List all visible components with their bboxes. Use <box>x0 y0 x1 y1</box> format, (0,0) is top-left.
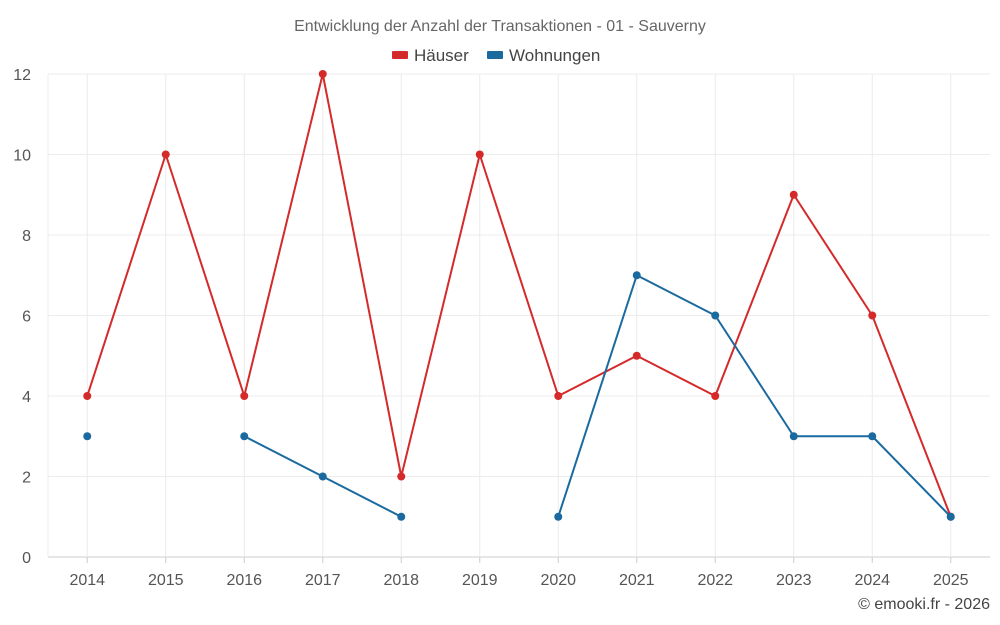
data-point-h-user <box>318 70 327 78</box>
x-tick-label: 2015 <box>148 572 184 589</box>
data-point-wohnungen <box>868 432 877 441</box>
data-point-h-user <box>632 351 641 360</box>
data-point-h-user <box>475 150 484 159</box>
x-tick-label: 2022 <box>697 572 733 589</box>
legend-swatch-wohnungen <box>487 51 503 59</box>
data-point-h-user <box>240 392 249 400</box>
x-tick-label: 2016 <box>226 572 262 589</box>
x-tick-label: 2024 <box>854 572 890 589</box>
x-tick-label: 2018 <box>383 572 419 589</box>
data-point-h-user <box>161 150 170 159</box>
data-point-wohnungen <box>711 311 720 320</box>
series-line-h-user <box>86 73 952 518</box>
data-point-h-user <box>554 392 563 400</box>
data-point-wohnungen <box>397 512 406 521</box>
y-tick-label: 6 <box>22 309 31 326</box>
grid <box>47 73 990 558</box>
y-tick-label: 4 <box>22 389 31 406</box>
data-point-h-user <box>83 392 92 400</box>
credit-text: © emooki.fr - 2026 <box>858 596 990 613</box>
legend-swatch-h-user <box>392 51 408 59</box>
legend: Häuser Wohnungen <box>392 46 600 65</box>
x-tick-label: 2025 <box>933 572 969 589</box>
x-tick-label: 2014 <box>69 572 105 589</box>
data-point-wohnungen <box>83 432 92 441</box>
legend-label-wohnungen: Wohnungen <box>509 46 600 65</box>
legend-label-h-user: Häuser <box>414 46 469 65</box>
data-point-wohnungen <box>632 271 641 280</box>
x-tick-label: 2017 <box>305 572 341 589</box>
data-point-h-user <box>711 392 720 400</box>
y-axis: 0 2 4 6 8 10 12 <box>13 67 31 567</box>
data-point-wohnungen <box>240 432 249 441</box>
x-tick-label: 2021 <box>619 572 655 589</box>
y-tick-label: 0 <box>22 550 31 567</box>
data-point-h-user <box>868 311 877 320</box>
x-tick-label: 2020 <box>540 572 576 589</box>
series-line-wohnungen <box>557 274 952 518</box>
chart-title: Entwicklung der Anzahl der Transaktionen… <box>294 18 706 35</box>
data-point-wohnungen <box>554 512 563 521</box>
x-tick-label: 2023 <box>776 572 812 589</box>
y-tick-label: 12 <box>13 67 31 84</box>
data-point-wohnungen <box>318 472 327 481</box>
y-tick-label: 8 <box>22 228 31 245</box>
data-point-wohnungen <box>789 432 798 441</box>
data-point-h-user <box>397 472 406 481</box>
x-tick-label: 2019 <box>462 572 498 589</box>
data-point-wohnungen <box>946 512 955 521</box>
data-point-h-user <box>789 190 798 199</box>
x-axis: 2014 2015 2016 2017 2018 2019 2020 2021 2022 2023… <box>69 557 969 589</box>
series-group <box>83 70 955 521</box>
y-tick-label: 10 <box>13 148 31 165</box>
y-tick-label: 2 <box>22 470 31 487</box>
